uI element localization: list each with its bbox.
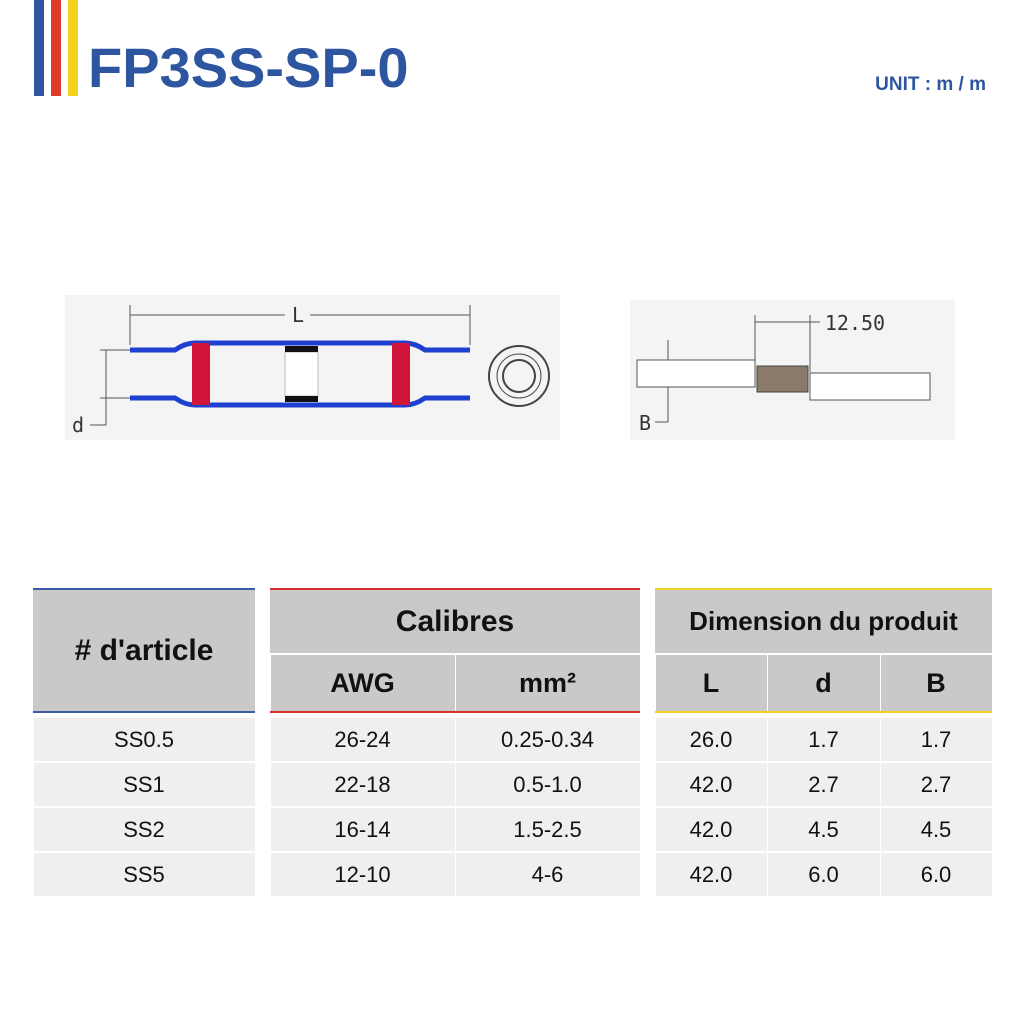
table-cell: 4-6 bbox=[455, 853, 640, 896]
table-cell: SS2 bbox=[33, 808, 255, 851]
subheader-cell: L bbox=[655, 655, 767, 711]
stripe-yellow bbox=[68, 0, 78, 96]
wire bbox=[636, 359, 756, 388]
label-l: L bbox=[292, 303, 304, 327]
tube-center bbox=[285, 396, 318, 402]
group-mid-border bbox=[33, 711, 255, 713]
group-top-border bbox=[270, 588, 640, 590]
subheader-cell: B bbox=[880, 655, 992, 711]
band bbox=[192, 343, 210, 405]
wire-strip bbox=[756, 365, 809, 393]
stripe-red bbox=[51, 0, 61, 96]
label-d: d bbox=[72, 413, 84, 437]
table-cell: SS1 bbox=[33, 763, 255, 806]
subheader-cell: mm² bbox=[455, 655, 640, 711]
header-cell: Dimension du produit bbox=[655, 590, 992, 653]
table-cell: 0.5-1.0 bbox=[455, 763, 640, 806]
header-cell: Calibres bbox=[270, 590, 640, 653]
unit: UNIT : m / m bbox=[875, 74, 986, 95]
table-cell: 42.0 bbox=[655, 763, 767, 806]
table-cell: 2.7 bbox=[880, 763, 992, 806]
subheader-cell: AWG bbox=[270, 655, 455, 711]
table-cell: 42.0 bbox=[655, 808, 767, 851]
label-b: B bbox=[639, 411, 651, 435]
table-cell: 26-24 bbox=[270, 718, 455, 761]
table-cell: 12-10 bbox=[270, 853, 455, 896]
table-cell: 2.7 bbox=[767, 763, 880, 806]
table-cell: 26.0 bbox=[655, 718, 767, 761]
group-top-border bbox=[655, 588, 992, 590]
table-cell: 22-18 bbox=[270, 763, 455, 806]
diagram: L d 12.50 B bbox=[65, 295, 955, 440]
group-mid-border bbox=[270, 711, 640, 713]
band bbox=[392, 343, 410, 405]
table-cell: 1.7 bbox=[767, 718, 880, 761]
wire bbox=[809, 372, 931, 401]
table-cell: SS5 bbox=[33, 853, 255, 896]
group-mid-border bbox=[655, 711, 992, 713]
table-cell: 4.5 bbox=[767, 808, 880, 851]
table-cell: 1.5-2.5 bbox=[455, 808, 640, 851]
group-top-border bbox=[33, 588, 255, 590]
table-cell: 6.0 bbox=[880, 853, 992, 896]
header-cell: # d'article bbox=[33, 590, 255, 711]
tube-center bbox=[285, 346, 318, 352]
title: FP3SS-SP-0 bbox=[88, 36, 409, 99]
table-cell: 16-14 bbox=[270, 808, 455, 851]
stripe-blue bbox=[34, 0, 44, 96]
dim-lines bbox=[90, 305, 820, 426]
table-cell: 42.0 bbox=[655, 853, 767, 896]
tube bbox=[130, 340, 470, 408]
ring bbox=[488, 345, 550, 407]
table-cell: 1.7 bbox=[880, 718, 992, 761]
table-cell: SS0.5 bbox=[33, 718, 255, 761]
table-cell: 6.0 bbox=[767, 853, 880, 896]
subheader-cell: d bbox=[767, 655, 880, 711]
tube-center bbox=[284, 351, 319, 397]
label-strip: 12.50 bbox=[825, 311, 885, 335]
table-cell: 0.25-0.34 bbox=[455, 718, 640, 761]
table-cell: 4.5 bbox=[880, 808, 992, 851]
